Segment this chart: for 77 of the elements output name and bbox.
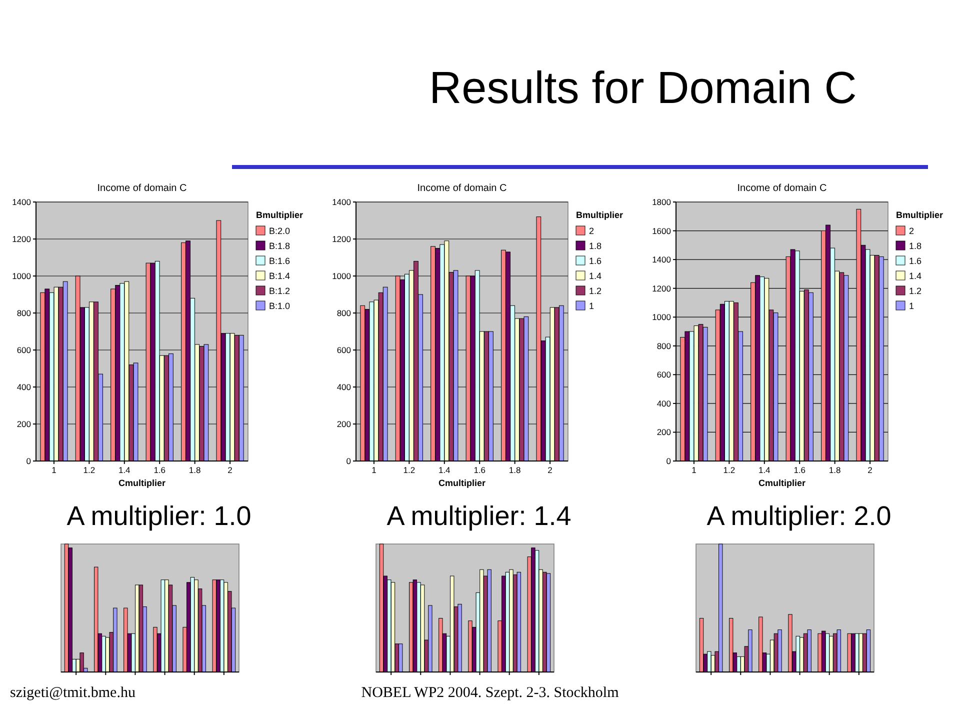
y-tick-label: 0 <box>26 456 32 466</box>
x-tick-label: 1 <box>692 465 697 475</box>
chart-title: Income of domain C <box>737 183 827 194</box>
y-tick-label: 800 <box>336 308 352 318</box>
legend-label: B:2.0 <box>269 226 290 236</box>
legend-label: 1.8 <box>589 241 602 251</box>
x-tick-label: 1.8 <box>188 465 201 475</box>
y-tick-label: 400 <box>656 398 672 408</box>
x-axis-title: Cmultiplier <box>758 478 806 488</box>
y-tick-label: 800 <box>16 308 32 318</box>
legend-label: 1.2 <box>589 286 602 296</box>
legend-label: 1.6 <box>909 256 922 266</box>
legend-label: 1.6 <box>589 256 602 266</box>
y-tick-label: 1400 <box>332 197 352 207</box>
y-tick-label: 200 <box>336 419 352 429</box>
legend-label: B:1.0 <box>269 301 290 311</box>
text: szigeti@tmit.bme.hu <box>10 685 136 701</box>
chart-title: Income of domain C <box>97 183 187 194</box>
x-tick-label: 1.6 <box>794 465 806 475</box>
x-tick-label: 1.8 <box>828 465 841 475</box>
y-tick-label: 1600 <box>652 226 672 236</box>
x-tick-label: 1.8 <box>508 465 521 475</box>
legend-title: Bmultiplier <box>896 210 944 220</box>
legend-label: 2 <box>909 226 914 236</box>
text: A multiplier: 1.0 <box>66 501 252 531</box>
y-tick-label: 1000 <box>332 271 352 281</box>
x-tick-label: 1.6 <box>154 465 166 475</box>
y-tick-label: 600 <box>336 345 352 355</box>
y-tick-label: 600 <box>656 370 672 380</box>
y-tick-label: 1200 <box>12 234 32 244</box>
legend-label: B:1.2 <box>269 286 290 296</box>
legend-label: B:1.8 <box>269 241 290 251</box>
y-tick-label: 1200 <box>332 234 352 244</box>
legend-label: 2 <box>589 226 594 236</box>
x-axis-title: Cmultiplier <box>118 478 166 488</box>
legend-label: 1.4 <box>909 271 922 281</box>
x-tick-label: 1.2 <box>723 465 736 475</box>
y-tick-label: 800 <box>656 340 672 351</box>
text: A multiplier: 1.4 <box>386 501 572 531</box>
legend-label: 1 <box>909 301 914 311</box>
x-tick-label: 1.2 <box>403 465 416 475</box>
x-tick-label: 1 <box>52 465 57 475</box>
y-tick-label: 400 <box>336 382 352 392</box>
legend-label: 1.8 <box>909 241 922 251</box>
chart-title: Income of domain C <box>417 183 507 194</box>
y-tick-label: 200 <box>16 419 32 429</box>
y-tick-label: 1000 <box>12 271 32 281</box>
legend-label: 1.4 <box>589 271 602 281</box>
legend-label: 1.2 <box>909 286 922 296</box>
x-tick-label: 1.4 <box>438 465 451 475</box>
x-tick-label: 1.4 <box>758 465 771 475</box>
text: A multiplier: 2.0 <box>706 501 892 531</box>
y-tick-label: 1400 <box>12 197 32 207</box>
x-tick-label: 2 <box>228 465 233 475</box>
legend-title: Bmultiplier <box>256 210 304 220</box>
y-tick-label: 1400 <box>652 254 672 265</box>
legend-label: 1 <box>589 301 594 311</box>
x-tick-label: 2 <box>548 465 553 475</box>
x-tick-label: 1.6 <box>474 465 486 475</box>
x-tick-label: 2 <box>868 465 873 475</box>
y-tick-label: 600 <box>16 345 32 355</box>
legend-label: B:1.4 <box>269 271 290 281</box>
y-tick-label: 0 <box>346 456 352 466</box>
text: NOBEL WP2 2004. Szept. 2-3. Stockholm <box>361 685 620 701</box>
y-tick-label: 1000 <box>652 312 672 322</box>
legend-title: Bmultiplier <box>576 210 624 220</box>
x-axis-title: Cmultiplier <box>438 478 486 488</box>
legend-label: B:1.6 <box>269 256 290 266</box>
y-tick-label: 1800 <box>652 197 672 207</box>
y-tick-label: 400 <box>16 382 32 392</box>
y-tick-label: 1200 <box>652 283 672 294</box>
y-tick-label: 200 <box>656 427 672 438</box>
y-tick-label: 0 <box>666 456 672 466</box>
x-tick-label: 1 <box>372 465 377 475</box>
x-tick-label: 1.2 <box>83 465 96 475</box>
text: Results for Domain C <box>429 62 857 113</box>
x-tick-label: 1.4 <box>118 465 131 475</box>
